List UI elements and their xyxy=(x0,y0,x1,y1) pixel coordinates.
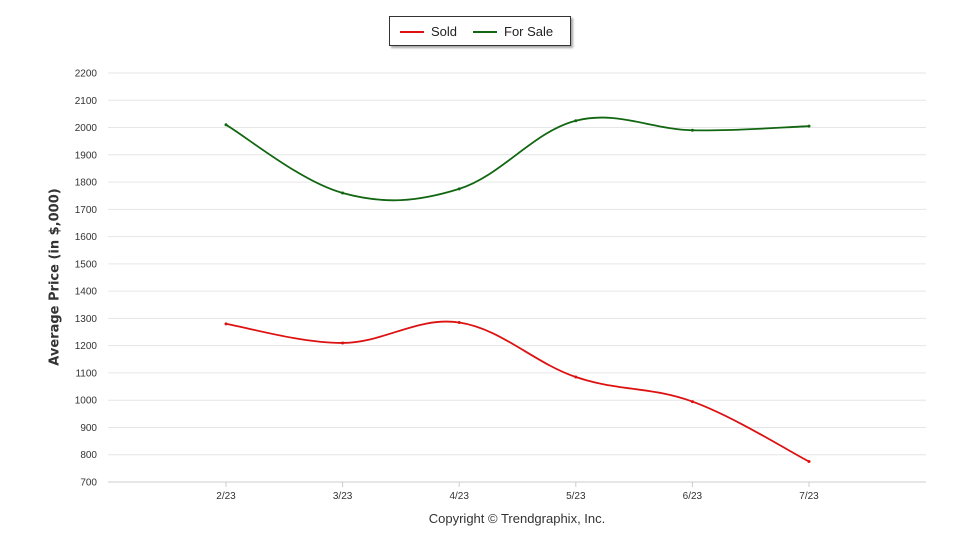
x-tick-label: 2/23 xyxy=(216,491,236,502)
y-tick-label: 1700 xyxy=(75,205,98,216)
x-tick-label: 3/23 xyxy=(333,491,353,502)
data-point-for-sale xyxy=(457,187,461,191)
data-point-sold xyxy=(224,322,228,326)
y-tick-label: 700 xyxy=(80,478,97,489)
series-line-for-sale xyxy=(225,116,810,202)
y-tick-label: 1500 xyxy=(75,259,98,270)
y-tick-label: 1600 xyxy=(75,232,98,243)
data-point-sold xyxy=(690,400,694,404)
y-tick-label: 1000 xyxy=(75,396,98,407)
data-point-for-sale xyxy=(690,128,694,132)
data-point-for-sale xyxy=(574,119,578,123)
legend: Sold For Sale xyxy=(389,16,571,46)
data-point-sold xyxy=(807,460,811,464)
x-tick-label: 5/23 xyxy=(566,491,586,502)
legend-swatch-for-sale xyxy=(473,30,497,33)
series-line-sold xyxy=(225,320,810,463)
y-tick-label: 1100 xyxy=(75,368,97,379)
y-axis-label: Average Price (in $,000) xyxy=(47,188,63,366)
y-tick-label: 1300 xyxy=(75,314,98,325)
y-tick-label: 1400 xyxy=(75,287,98,298)
legend-label-for-sale: For Sale xyxy=(504,24,554,39)
data-point-for-sale xyxy=(807,124,811,128)
copyright-text: Copyright © Trendgraphix, Inc. xyxy=(428,511,606,526)
y-tick-label: 2000 xyxy=(75,123,98,134)
y-tick-label: 2100 xyxy=(75,96,98,107)
data-point-for-sale xyxy=(341,191,345,195)
data-point-for-sale xyxy=(224,123,228,127)
y-tick-label: 1900 xyxy=(75,150,98,161)
legend-swatch-sold xyxy=(400,30,424,33)
x-axis: 2/23 3/23 4/23 5/23 6/23 7/23 xyxy=(108,481,926,502)
y-tick-label: 1200 xyxy=(75,341,98,352)
y-tick-label: 800 xyxy=(80,450,97,461)
y-tick-label: 900 xyxy=(80,423,97,434)
data-point-sold xyxy=(574,375,578,379)
grid-lines xyxy=(108,72,926,483)
x-tick-label: 6/23 xyxy=(683,491,703,502)
data-point-sold xyxy=(341,341,345,345)
legend-label-sold: Sold xyxy=(431,24,458,39)
x-tick-label: 7/23 xyxy=(799,491,819,502)
y-axis: 700 800 900 1000 1100 1200 1300 1400 1500 1600 170… xyxy=(75,69,98,489)
y-tick-label: 2200 xyxy=(75,69,98,80)
y-tick-label: 1800 xyxy=(75,178,98,189)
series-lines xyxy=(224,116,811,464)
legend-item-sold[interactable]: Sold xyxy=(400,24,457,39)
legend-item-for-sale[interactable]: For Sale xyxy=(473,24,553,39)
x-tick-label: 4/23 xyxy=(449,491,469,502)
data-point-sold xyxy=(457,320,461,324)
